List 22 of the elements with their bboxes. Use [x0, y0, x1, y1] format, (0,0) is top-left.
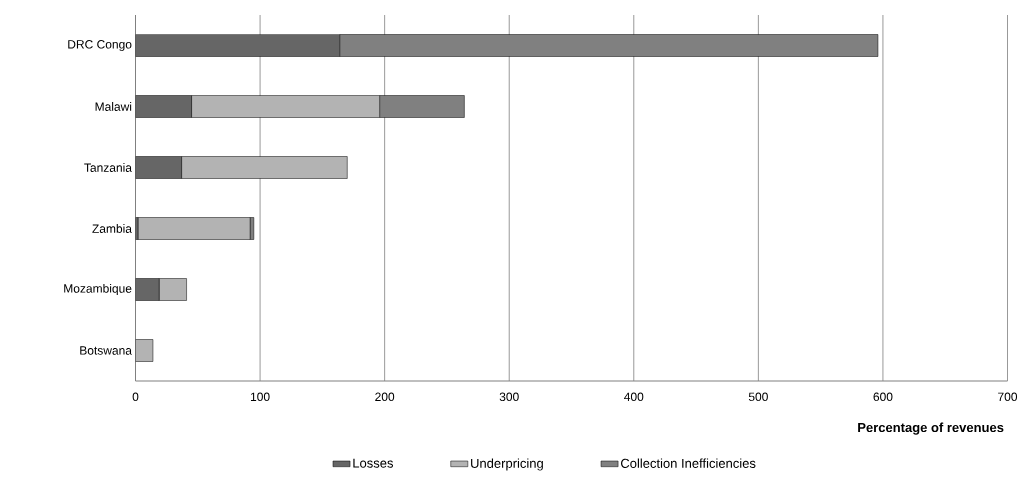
x-tick-label: 200	[375, 392, 395, 402]
bar	[137, 217, 251, 240]
bar	[158, 278, 187, 301]
legend-label: Losses	[353, 458, 394, 468]
bar	[191, 95, 380, 118]
x-tick-label: 700	[998, 392, 1018, 402]
y-tick-label: Botswana	[80, 346, 132, 355]
x-tick-label: 400	[624, 392, 644, 402]
x-tick-label: 0	[132, 392, 139, 402]
y-tick-label: Tanzania	[84, 163, 132, 172]
x-tick-label: 500	[748, 392, 768, 402]
x-tick-label: 100	[250, 392, 270, 402]
legend-label: Underpricing	[471, 458, 543, 471]
x-tick-label: 300	[499, 392, 519, 402]
x-axis-title: Percentage of revenues	[858, 422, 1004, 435]
y-tick-label: Mozambique	[64, 283, 132, 296]
y-tick-label: Zambia	[92, 224, 132, 233]
bar	[181, 156, 348, 179]
x-tick-label: 600	[873, 392, 893, 402]
legend-label: Collection Inefficiencies	[621, 458, 756, 468]
y-tick-label: Malawi	[95, 102, 132, 111]
y-tick-label: DRC Congo	[68, 40, 132, 51]
